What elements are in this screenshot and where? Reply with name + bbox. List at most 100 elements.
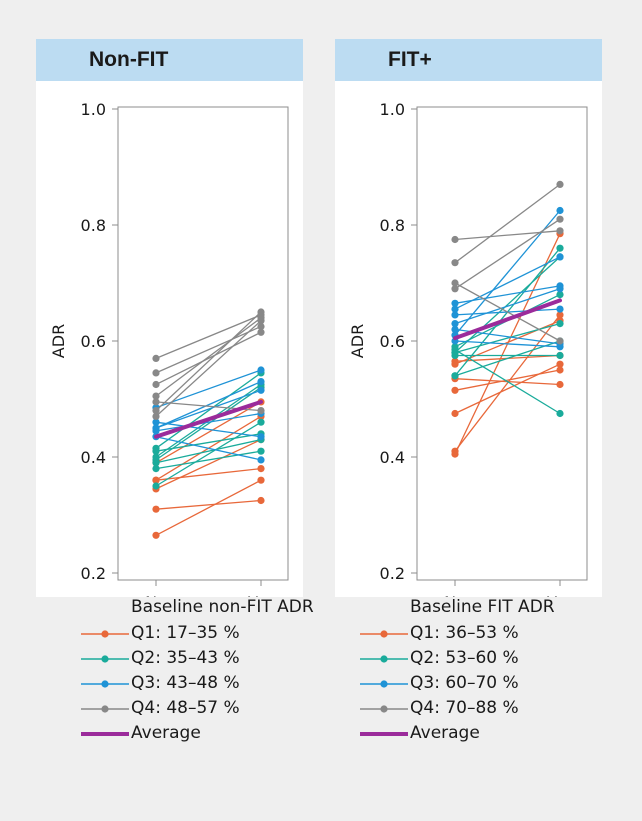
data-point [152,380,160,389]
data-point [152,369,160,377]
data-point [556,409,564,418]
data-point [257,465,265,473]
data-line [454,183,561,264]
data-point [257,322,265,331]
data-point [152,505,160,513]
data-point [152,444,160,452]
data-point [556,215,564,223]
data-point [257,317,265,325]
data-point [556,291,564,299]
data-point [257,456,265,464]
legend-label: Q3: 43–48 % [131,673,240,693]
y-axis-label: ADR [348,324,367,358]
data-point [556,360,564,368]
x-tick-label: Yes [247,593,274,597]
panel-header: FIT+ [335,39,602,81]
panel-title: FIT+ [388,48,432,71]
legend-label: Q1: 36–53 % [410,623,519,643]
series-q4 [152,308,265,420]
data-point [556,320,564,328]
legend-label: Average [410,723,480,743]
data-line [155,467,262,481]
data-point [451,311,459,319]
data-line [454,230,561,241]
data-line [155,421,262,438]
y-axis-label: ADR [49,324,68,358]
data-line [454,322,561,354]
data-point [152,392,160,400]
data-point [556,380,564,389]
data-point [451,235,459,244]
plot-area: 0.20.40.60.81.0NoYesECV UseADR [49,100,289,597]
data-point [152,418,160,426]
panel-fit-plus: FIT+ 0.20.40.60.81.0NoYesECV UseADR [335,39,602,597]
data-point [152,412,160,420]
y-tick-label: 1.0 [81,100,106,119]
data-point [152,465,160,473]
data-line [454,314,561,452]
data-point [257,476,265,484]
data-point [451,360,459,368]
y-tick-label: 0.6 [81,332,106,351]
legend-marker [101,705,109,713]
data-point [257,378,265,386]
series-q4 [451,180,564,345]
data-line [155,325,262,374]
legend: Baseline FIT ADR Q1: 36–53 % Q2: 53–60 % Q3… [358,597,638,797]
x-tick-label: Yes [546,593,573,597]
data-line [454,282,561,342]
data-point [257,386,265,394]
data-line [155,369,262,409]
series-q3 [152,366,265,464]
axis-frame [416,106,588,581]
data-line [155,320,262,417]
data-point [257,407,265,415]
legend-title: Baseline FIT ADR [410,597,555,617]
data-line [155,412,262,432]
legend-swatch [81,705,129,713]
data-line [454,363,561,415]
legend-swatch [360,705,408,713]
legend-swatch [81,630,129,638]
data-line [155,438,262,464]
data-point [451,386,459,394]
legend-label: Q1: 17–35 % [131,623,240,643]
legend-marker [380,680,388,688]
data-point [556,227,564,235]
panel-header: Non-FIT [36,39,303,81]
data-line [454,256,561,354]
data-point [556,282,564,290]
data-point [451,285,459,293]
data-line [155,372,262,449]
data-point [451,320,459,328]
axis-frame [117,106,289,581]
x-tick-label: No [145,593,167,597]
data-line [454,285,561,304]
average-line [453,298,562,341]
data-line [155,439,262,490]
legend-marker [101,655,109,663]
data-point [451,279,459,287]
y-tick-label: 0.6 [380,332,405,351]
data-line [155,311,262,412]
legend-swatch [81,732,129,736]
data-line [454,369,561,391]
data-point [257,496,265,505]
legend-label: Q2: 35–43 % [131,648,240,668]
data-line [155,421,262,487]
data-point [556,337,564,345]
data-point [451,343,459,351]
data-point [152,424,160,432]
legend-label: Q4: 70–88 % [410,698,519,718]
data-point [152,531,160,539]
data-line [155,450,262,470]
legend-swatch [360,680,408,688]
legend-label: Average [131,723,201,743]
data-point [257,308,265,316]
y-tick-label: 0.8 [81,216,106,235]
data-line [155,433,262,452]
legend-swatch [360,630,408,638]
data-point [257,366,265,374]
data-point [451,409,459,418]
data-point [556,343,564,351]
